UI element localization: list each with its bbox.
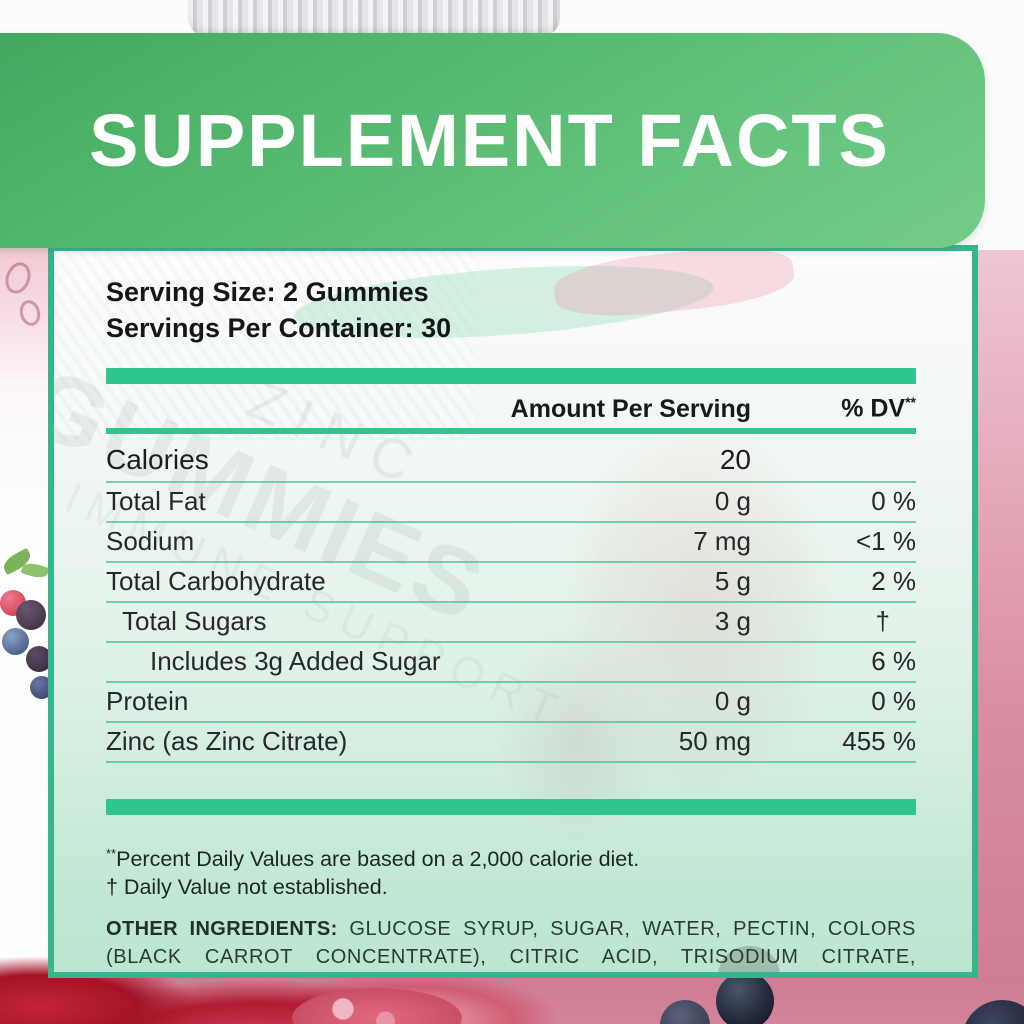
nutrient-label: Sodium (106, 526, 195, 557)
dv-footnote: **Percent Daily Values are based on a 2,… (106, 845, 640, 871)
nutrition-table: Calories 20 Total Fat 0 g 0 % Sodium 7 m… (106, 439, 916, 763)
blackberry-icon (16, 600, 46, 630)
row-divider (106, 600, 916, 603)
blueberry-image (716, 972, 774, 1024)
dagger-footnote: † Daily Value not established. (106, 875, 388, 900)
nutrient-amount: 3 g (714, 606, 751, 637)
dv-superscript: ** (905, 394, 916, 411)
table-row-protein: Protein 0 g 0 % (106, 683, 916, 721)
footnotes: **Percent Daily Values are based on a 2,… (106, 845, 916, 902)
nutrient-label: Total Carbohydrate (106, 566, 326, 597)
nutrient-label: Zinc (as Zinc Citrate) (106, 726, 348, 757)
berry-sketch-icon (16, 297, 44, 329)
nutrient-dv: 2 % (871, 566, 916, 597)
table-row-total-sugars: Total Sugars 3 g † (106, 603, 916, 641)
row-divider (106, 560, 916, 563)
nutrient-label: Total Sugars (122, 606, 267, 637)
green-divider-bar (106, 367, 916, 384)
serving-size: Serving Size: 2 Gummies (106, 277, 429, 307)
table-row-added-sugar: Includes 3g Added Sugar 6 % (106, 643, 916, 681)
nutrient-label: Protein (106, 686, 189, 717)
nutrient-dv: † (875, 606, 890, 637)
blueberry-icon (30, 676, 53, 699)
berry-sketch-icon (1, 258, 35, 298)
blueberry-icon (2, 628, 29, 655)
table-row-total-fat: Total Fat 0 g 0 % (106, 483, 916, 521)
nutrient-amount: 50 mg (678, 726, 751, 757)
row-divider (106, 680, 916, 683)
nutrient-amount: 0 g (714, 686, 751, 717)
table-row-zinc: Zinc (as Zinc Citrate) 50 mg 455 % (106, 723, 916, 761)
row-divider (106, 480, 916, 483)
nutrient-label: Total Fat (106, 486, 206, 517)
jar-cap-image (188, 0, 560, 36)
other-ingredients-text: GLUCOSE SYRUP, SUGAR, WATER, PECTIN, COL… (106, 917, 916, 969)
nutrient-label: Includes 3g Added Sugar (150, 646, 441, 677)
row-divider (106, 720, 916, 723)
facts-panel: ZINC GUMMIES IMMUNE SUPPORT Serving Size… (48, 245, 978, 978)
row-divider (106, 760, 916, 763)
panel-texture (54, 251, 474, 441)
other-ingredients: OTHER INGREDIENTS: GLUCOSE SYRUP, SUGAR,… (106, 915, 916, 972)
jar-left-edge-image (0, 248, 53, 1024)
nutrient-label: Calories (106, 443, 209, 475)
supplement-facts-banner: SUPPLEMENT FACTS (0, 33, 985, 248)
nutrient-dv: 0 % (871, 686, 916, 717)
table-header: Amount Per Serving % DV** (106, 384, 916, 428)
table-row-sodium: Sodium 7 mg <1 % (106, 523, 916, 561)
header-underline-bar (106, 427, 916, 434)
serving-info: Serving Size: 2 Gummies Servings Per Con… (106, 275, 916, 347)
nutrient-amount: 20 (719, 443, 751, 475)
green-divider-bar (106, 798, 916, 815)
blackberry-icon (26, 646, 52, 672)
percent-dv-header: % DV** (841, 394, 916, 423)
nutrient-amount: 7 mg (693, 526, 751, 557)
nutrient-amount: 5 g (714, 566, 751, 597)
row-divider (106, 640, 916, 643)
blueberry-image (962, 1000, 1024, 1024)
page-title: SUPPLEMENT FACTS (89, 99, 890, 182)
blueberry-image (660, 1000, 710, 1024)
nutrient-dv: 0 % (871, 486, 916, 517)
table-row-calories: Calories 20 (106, 439, 916, 481)
nutrient-dv: 6 % (871, 646, 916, 677)
leaf-icon (20, 560, 50, 581)
other-ingredients-label: OTHER INGREDIENTS: (106, 917, 338, 940)
nutrient-dv: 455 % (842, 726, 916, 757)
servings-per-container: Servings Per Container: 30 (106, 312, 452, 343)
nutrient-amount: 0 g (714, 486, 751, 517)
row-divider (106, 520, 916, 523)
nutrient-dv: <1 % (856, 526, 916, 557)
amount-per-serving-header: Amount Per Serving (510, 394, 751, 423)
table-row-total-carbohydrate: Total Carbohydrate 5 g 2 % (106, 563, 916, 601)
